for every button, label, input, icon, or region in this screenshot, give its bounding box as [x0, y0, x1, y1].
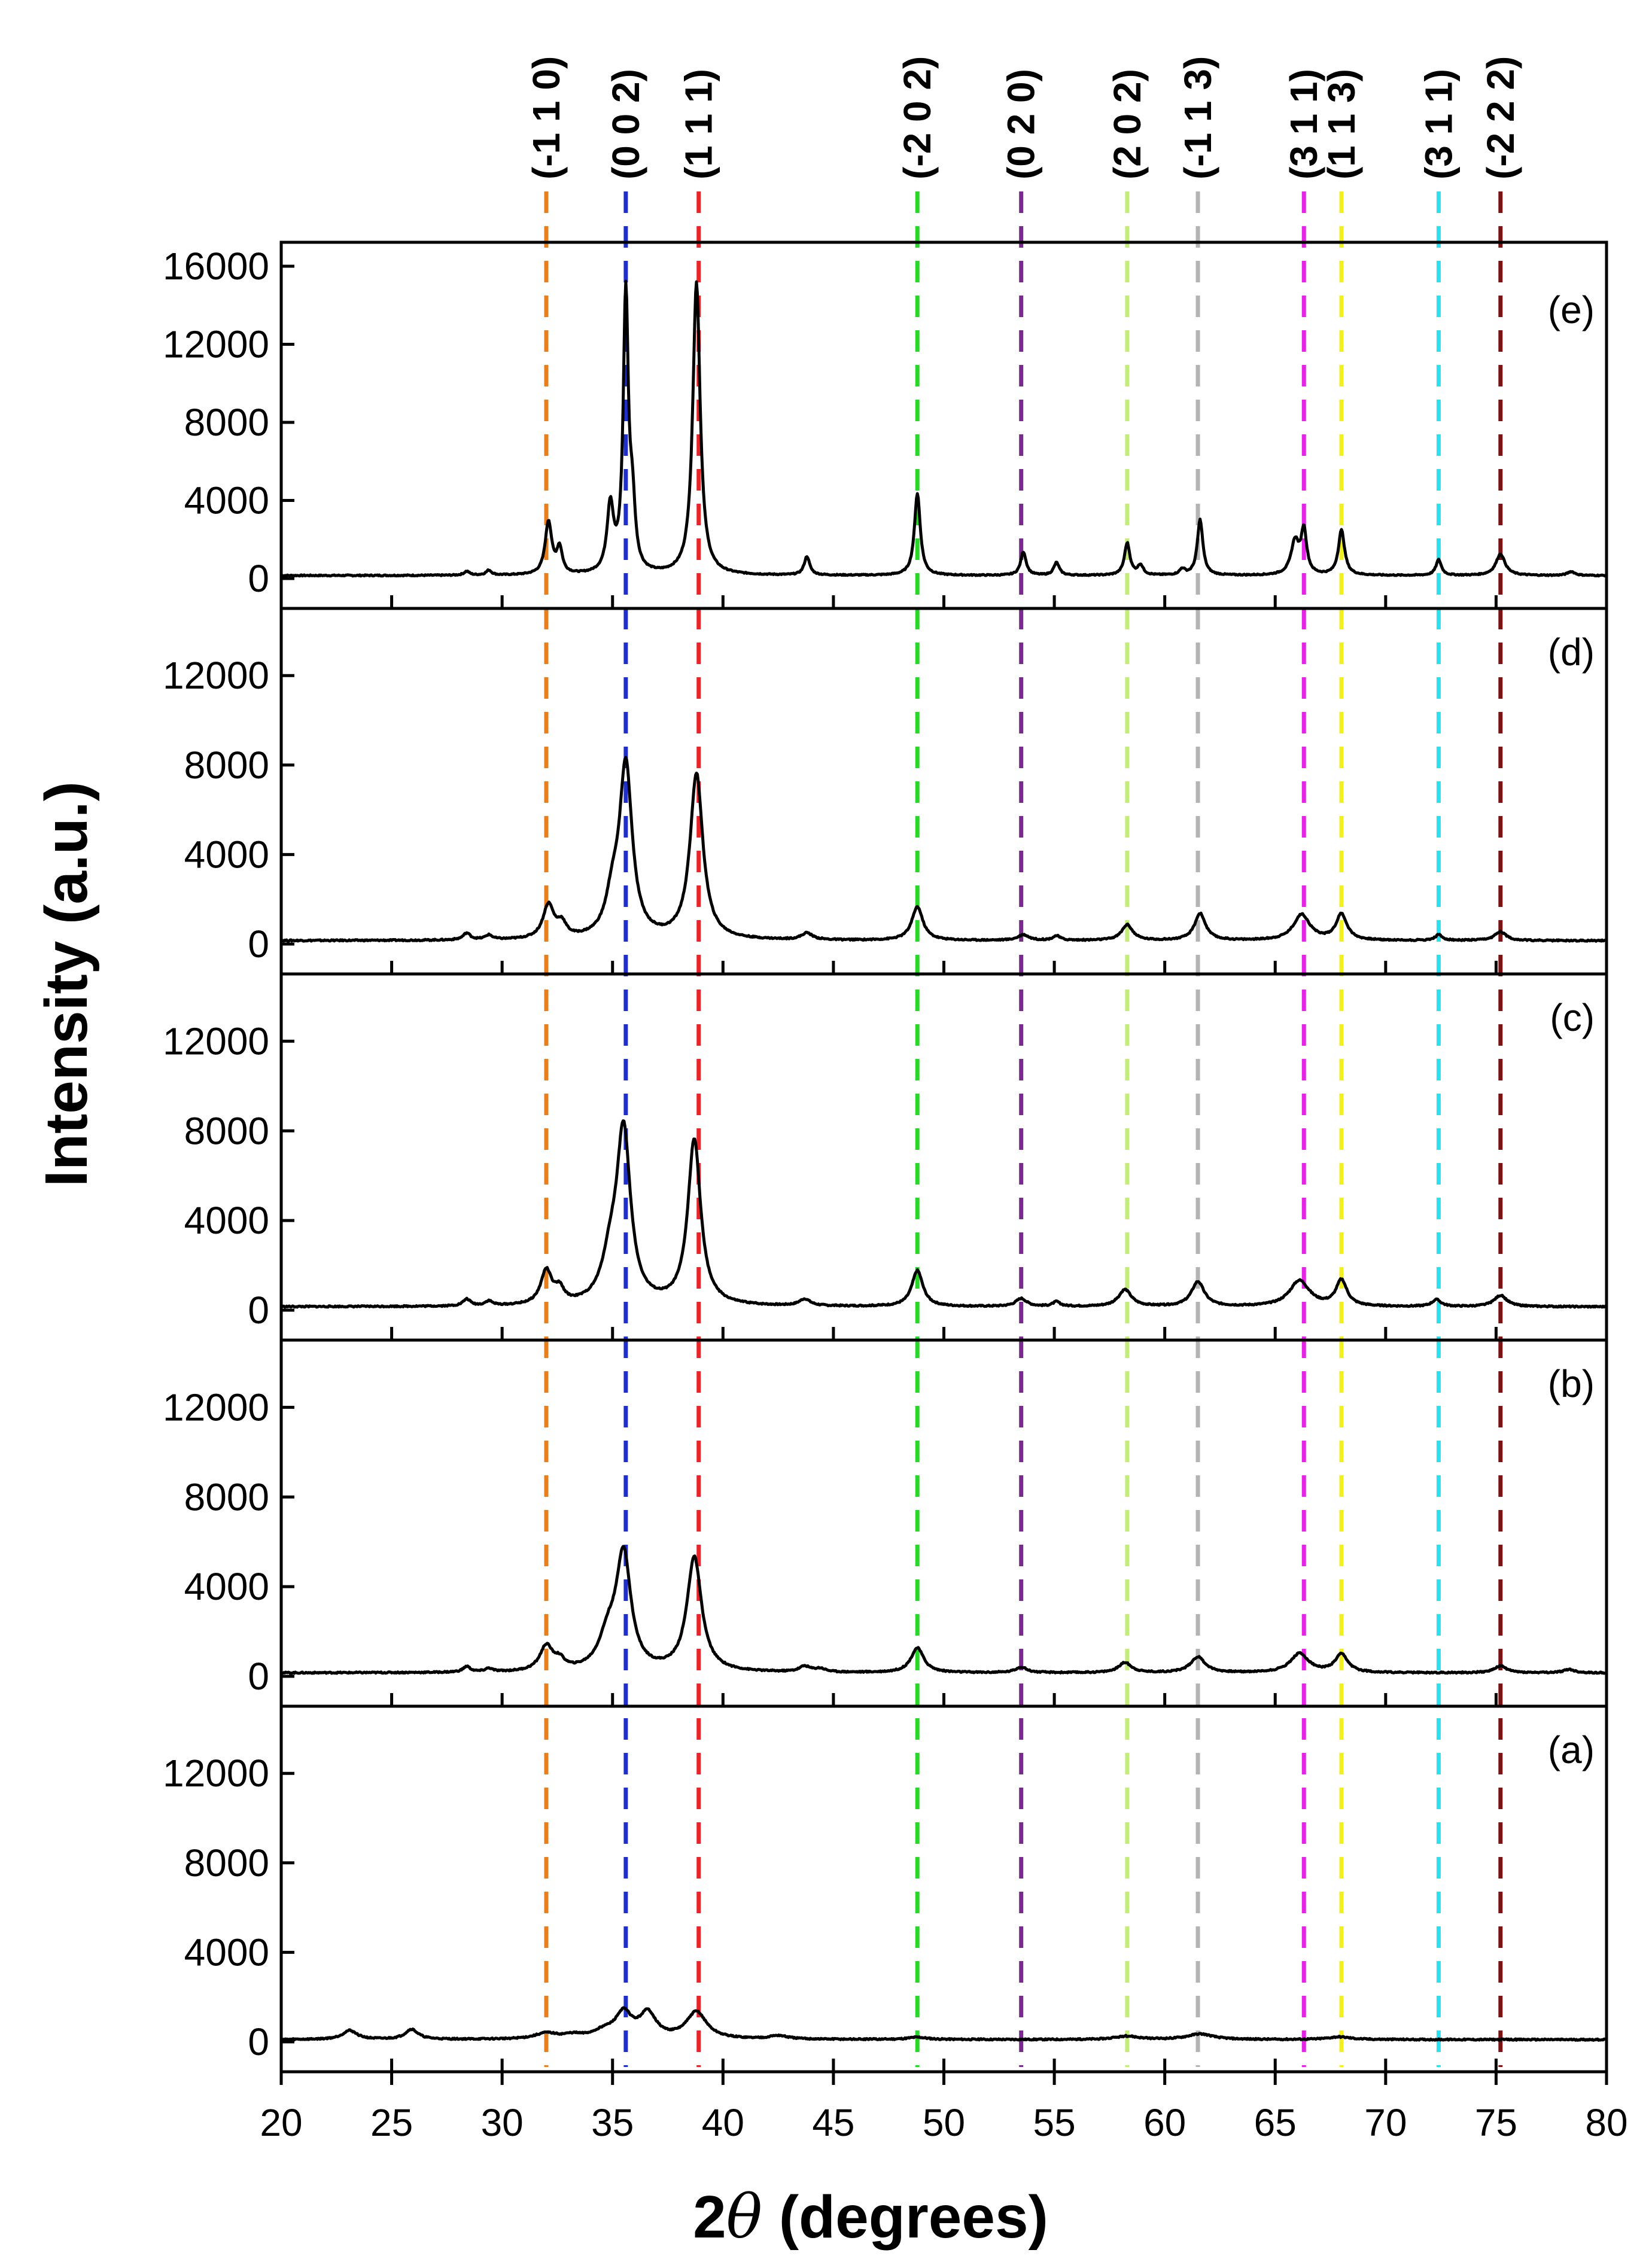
y-tick-label-4-0: 0 — [248, 2020, 269, 2063]
panel-frame-3 — [279, 1338, 1608, 1708]
diffraction-traces — [280, 279, 1608, 2042]
trace-e — [281, 279, 1608, 578]
y-tick-label-0-3: 12000 — [163, 323, 269, 366]
y-tick-label-4-3: 12000 — [163, 1752, 269, 1795]
x-tick-label-8: 60 — [1143, 2101, 1186, 2144]
panel-frame-2 — [279, 972, 1608, 1342]
x-tick-label-7: 55 — [1033, 2101, 1075, 2144]
trace-a — [280, 2006, 1607, 2042]
y-tick-label-4-2: 8000 — [184, 1841, 269, 1885]
peak-label-8: (1 1 3) — [1320, 69, 1363, 179]
trace-d — [280, 756, 1608, 943]
peak-label-3: (-2 0 2) — [896, 56, 939, 179]
y-tick-label-2-2: 8000 — [184, 1109, 269, 1152]
peak-label-0: (-1 1 0) — [525, 56, 568, 179]
reflection-lines — [544, 191, 1503, 2067]
y-axis-title: Intensity (a.u.) — [33, 781, 100, 1187]
panel-frame-4 — [279, 1704, 1608, 2074]
trace-b — [281, 1545, 1607, 1675]
peak-label-2: (1 1 1) — [677, 69, 720, 179]
y-tick-label-2-1: 4000 — [184, 1199, 269, 1242]
y-tick-label-0-1: 4000 — [184, 479, 269, 522]
x-axis-title-suffix: (degrees) — [762, 2184, 1048, 2251]
x-tick-label-6: 50 — [923, 2101, 965, 2144]
panel-frame-0 — [279, 240, 1608, 610]
y-tick-label-1-3: 12000 — [163, 654, 269, 697]
x-tick-label-11: 75 — [1475, 2101, 1517, 2144]
x-tick-label-10: 70 — [1364, 2101, 1407, 2144]
x-axis-title-symbol: θ — [726, 2182, 762, 2252]
panel-label-c: (c) — [1550, 996, 1595, 1039]
y-tick-label-0-0: 0 — [248, 557, 269, 600]
peak-label-10: (-2 2 2) — [1479, 56, 1522, 179]
peak-label-9: (3 1 1) — [1417, 69, 1460, 179]
peak-label-1: (0 0 2) — [604, 69, 647, 179]
peak-label-5: (2 0 2) — [1106, 69, 1149, 179]
y-tick-label-3-1: 4000 — [184, 1565, 269, 1608]
y-tick-label-2-3: 12000 — [163, 1019, 269, 1063]
x-tick-label-5: 45 — [812, 2101, 854, 2144]
y-tick-label-1-2: 8000 — [184, 744, 269, 787]
x-tick-label-4: 40 — [702, 2101, 744, 2144]
x-axis: 20 25 30 35 40 45 50 55 60 65 70 75 80 — [260, 595, 1628, 2144]
y-tick-label-0-2: 8000 — [184, 401, 269, 444]
y-tick-label-3-2: 8000 — [184, 1475, 269, 1518]
x-tick-label-3: 35 — [591, 2101, 634, 2144]
y-tick-label-1-0: 0 — [248, 923, 269, 966]
panel-label-a: (a) — [1548, 1728, 1595, 1771]
y-tick-label-1-1: 4000 — [184, 833, 269, 876]
x-axis-title: 2θ (degrees) — [693, 2182, 1048, 2252]
x-tick-label-0: 20 — [260, 2101, 302, 2144]
panel-frame-1 — [279, 607, 1608, 976]
x-tick-label-12: 80 — [1585, 2101, 1627, 2144]
x-tick-label-1: 25 — [370, 2101, 413, 2144]
peak-label-6: (-1 1 3) — [1176, 56, 1219, 179]
x-tick-label-9: 65 — [1254, 2101, 1297, 2144]
y-tick-label-0-4: 16000 — [163, 245, 269, 288]
x-tick-label-2: 30 — [481, 2101, 524, 2144]
panel-label-b: (b) — [1548, 1362, 1595, 1405]
y-tick-label-3-0: 0 — [248, 1655, 269, 1698]
trace-c — [281, 1119, 1608, 1309]
x-axis-title-prefix: 2 — [693, 2184, 726, 2251]
y-tick-label-3-3: 12000 — [163, 1386, 269, 1429]
panel-frames — [279, 240, 1608, 2074]
y-tick-label-4-1: 4000 — [184, 1931, 269, 1974]
peak-label-7: (3 1 1) — [1282, 69, 1325, 179]
panel-label-d: (d) — [1548, 631, 1595, 674]
peak-labels: (-1 1 0) (0 0 2) (1 1 1) (-2 0 2) (0 2 0) (2 … — [525, 56, 1595, 1771]
panel-label-e: (e) — [1548, 288, 1595, 331]
y-tick-label-2-0: 0 — [248, 1289, 269, 1332]
y-axis-ticks: 0 4000 8000 12000 16000 0 4000 8000 12000 0 4000 80… — [163, 245, 294, 2063]
peak-label-4: (0 2 0) — [1000, 69, 1043, 179]
